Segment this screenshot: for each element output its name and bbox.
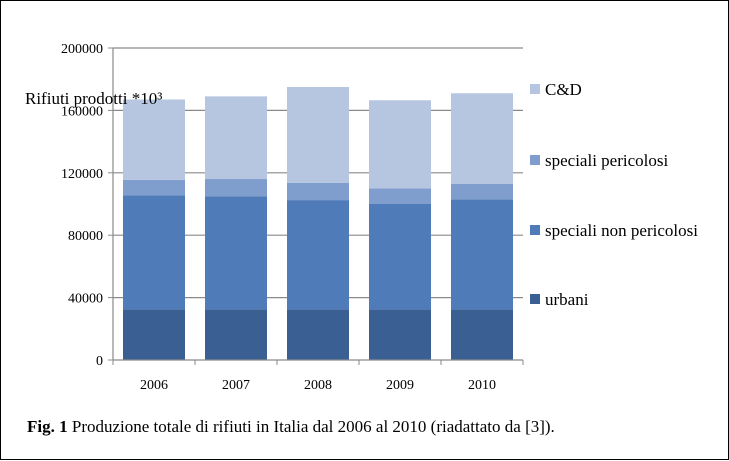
figure-caption: Fig. 1 Produzione totale di rifiuti in I… [27,417,555,437]
y-tick-label: 0 [96,354,103,369]
bar-segment-2007-1 [205,196,267,310]
legend-swatch-2 [530,155,540,165]
x-tick-label-2007: 2007 [222,378,250,393]
bars [123,87,513,360]
bar-segment-2010-1 [451,199,513,310]
y-tick-label: 80000 [68,229,103,244]
x-tick-label-2006: 2006 [140,378,168,393]
legend-swatch-3 [530,84,540,94]
legend-swatch-1 [530,225,540,235]
x-tick-label-2009: 2009 [386,378,414,393]
y-tick-label: 40000 [68,292,103,307]
bar-segment-2008-1 [287,200,349,310]
x-tick-labels: 2006 2007 2008 2009 2010 [140,378,496,393]
legend-label-1: speciali non pericolosi [545,221,698,240]
bar-segment-2006-1 [123,195,185,310]
y-tick-label: 160000 [61,104,103,119]
y-axis-label: Rifiuti prodotti *10³ [25,89,163,108]
legend-swatch-0 [530,294,540,304]
bar-segment-2010-3 [451,93,513,184]
bar-segment-2007-2 [205,179,267,197]
bar-segment-2008-0 [287,309,349,360]
caption-text: Produzione totale di rifiuti in Italia d… [67,417,555,436]
bar-segment-2007-3 [205,96,267,180]
bar-segment-2009-2 [369,188,431,204]
legend-label-2: speciali pericolosi [545,151,668,170]
legend-label-0: urbani [545,290,589,309]
bar-segment-2008-3 [287,87,349,183]
x-tick-label-2008: 2008 [304,378,332,393]
y-tick-labels: 0 40000 80000 120000 160000 200000 [61,42,103,369]
bar-segment-2006-0 [123,309,185,360]
legend-label-3: C&D [545,80,582,99]
legend: urbani speciali non pericolosi speciali pe… [530,80,698,309]
axes [108,47,524,365]
caption-label: Fig. 1 [27,417,68,436]
bar-segment-2010-2 [451,183,513,200]
bar-segment-2006-2 [123,179,185,196]
y-tick-label: 200000 [61,42,103,57]
x-tick-label-2010: 2010 [468,378,496,393]
bar-segment-2010-0 [451,309,513,360]
bar-segment-2008-2 [287,182,349,201]
bar-segment-2009-0 [369,309,431,360]
bar-segment-2006-3 [123,99,185,180]
bar-segment-2009-1 [369,204,431,310]
bar-segment-2009-3 [369,100,431,189]
bar-segment-2007-0 [205,309,267,360]
y-tick-label: 120000 [61,167,103,182]
